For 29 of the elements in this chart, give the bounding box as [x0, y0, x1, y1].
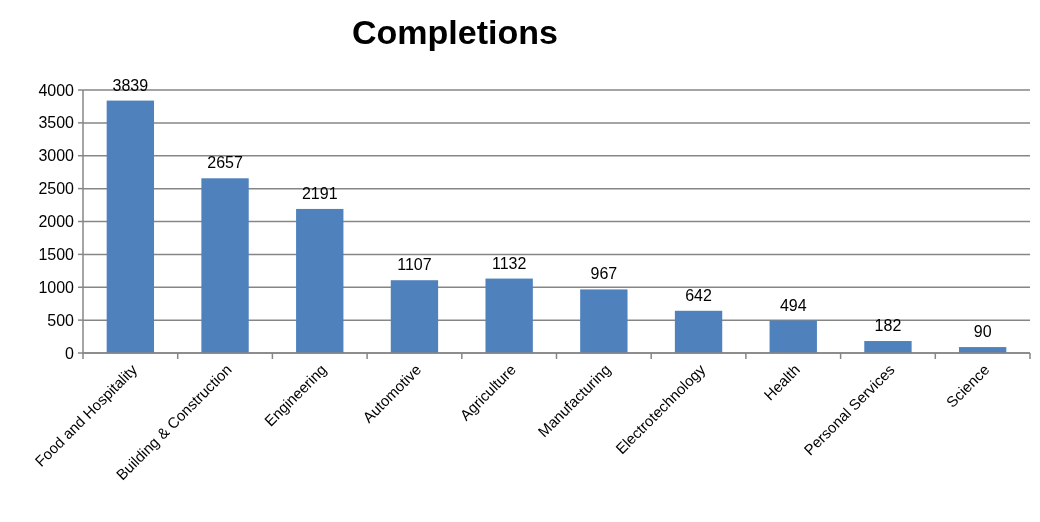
- y-tick-label: 4000: [38, 81, 75, 99]
- data-label: 3839: [112, 76, 149, 94]
- data-label: 2657: [207, 154, 243, 172]
- bar: [296, 208, 344, 353]
- y-tick-label: 500: [47, 311, 75, 329]
- chart-title: Completions: [352, 13, 558, 51]
- y-tick-label: 1000: [38, 278, 75, 296]
- bar: [485, 278, 533, 353]
- y-tick-label: 2500: [38, 180, 75, 198]
- data-label: 642: [685, 286, 712, 304]
- data-label: 2191: [301, 184, 338, 202]
- bar: [674, 310, 723, 353]
- bar: [769, 320, 817, 353]
- bar: [864, 341, 912, 353]
- bar: [106, 100, 155, 353]
- data-label: 1132: [491, 254, 527, 272]
- bar: [390, 280, 439, 353]
- bar: [201, 178, 249, 353]
- data-label: 967: [590, 265, 618, 283]
- data-label: 1107: [397, 256, 432, 274]
- y-tick-label: 0: [65, 344, 75, 362]
- y-tick-label: 3000: [38, 147, 75, 165]
- y-tick-label: 1500: [38, 245, 75, 263]
- bar: [580, 289, 628, 353]
- data-label: 182: [874, 317, 902, 335]
- y-tick-label: 3500: [38, 114, 75, 132]
- data-label: 494: [779, 296, 807, 314]
- data-label: 90: [973, 323, 992, 341]
- y-tick-label: 2000: [38, 213, 75, 231]
